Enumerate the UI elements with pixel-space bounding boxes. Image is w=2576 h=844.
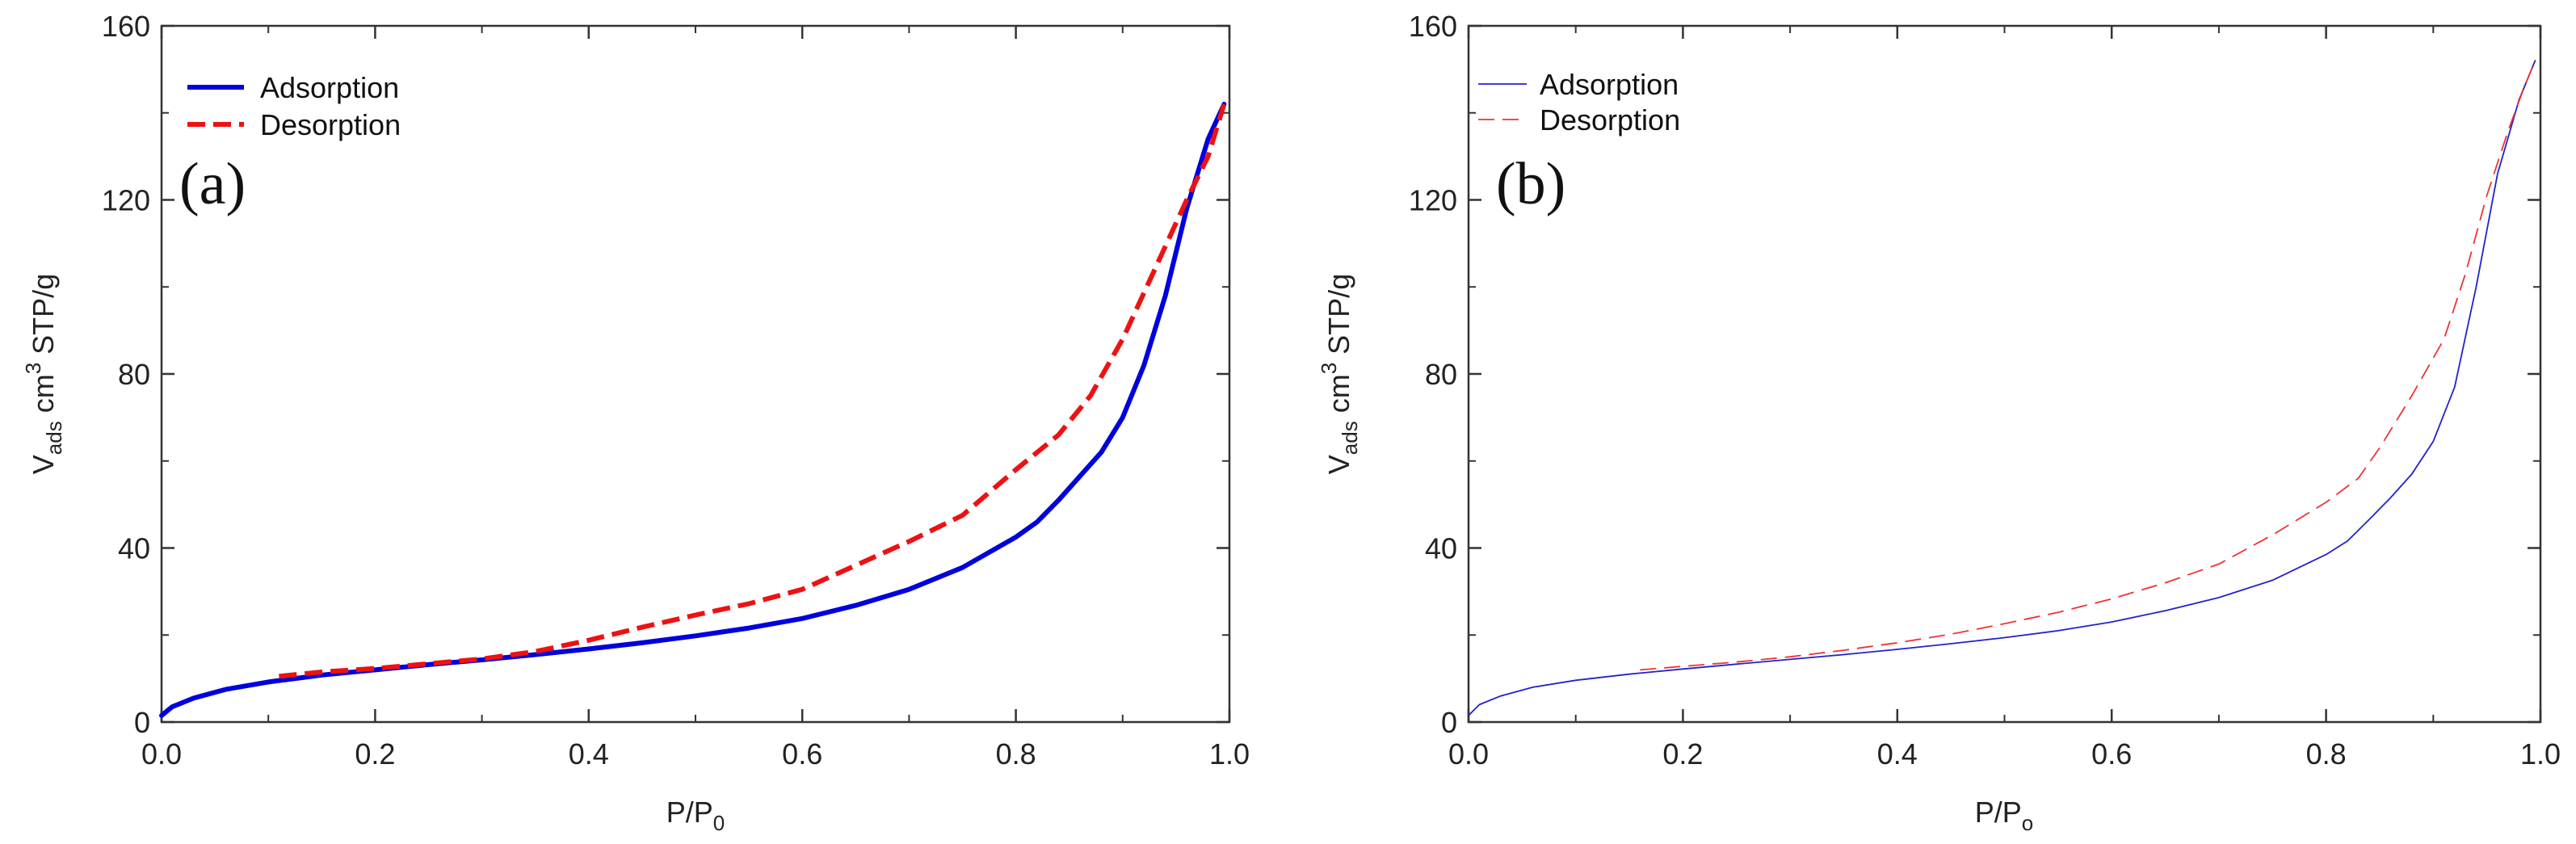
y-axis-title: Vads cm3 STP/g: [21, 274, 66, 474]
y-axis-title: Vads cm3 STP/g: [1317, 274, 1362, 474]
y-tick-label: 40: [1425, 532, 1457, 565]
panel-label: (b): [1496, 151, 1565, 217]
chart-panel-a: 0.0 0.2 0.4 0.6 0.8 1.0 0 40 80 120 160 P/P0 Vads…: [21, 10, 1250, 835]
x-tick-label: 1.0: [2520, 737, 2561, 771]
chart-panel-b: 0.0 0.2 0.4 0.6 0.8 1.0 0 40 80 120 160 P/Po Vads…: [1317, 10, 2561, 835]
series-group: [159, 102, 1227, 718]
series-line-adsorption: [159, 102, 1227, 718]
x-tick-label: 0.4: [569, 737, 609, 771]
y-tick-label: 0: [134, 706, 150, 739]
x-tick-label: 0.6: [2091, 737, 2132, 771]
x-tick-label: 1.0: [1209, 737, 1250, 771]
series-line-adsorption: [1468, 60, 2536, 716]
x-tick-labels: 0.0 0.2 0.4 0.6 0.8 1.0: [1448, 737, 2561, 771]
y-tick-label: 120: [102, 184, 150, 217]
x-axis-title: P/P0: [666, 796, 725, 835]
series-line-desorption: [1640, 60, 2536, 671]
legend: Adsorption Desorption: [1478, 68, 1680, 136]
y-tick-label: 120: [1409, 184, 1457, 217]
y-tick-label: 80: [1425, 358, 1457, 391]
legend-label-desorption: Desorption: [1540, 103, 1680, 136]
x-tick-label: 0.2: [1662, 737, 1703, 771]
x-axis-title: P/Po: [1975, 796, 2034, 835]
x-tick-label: 0.8: [2306, 737, 2347, 771]
legend-label-adsorption: Adsorption: [1540, 68, 1679, 101]
x-tick-labels: 0.0 0.2 0.4 0.6 0.8 1.0: [141, 737, 1250, 771]
y-tick-labels: 0 40 80 120 160: [1409, 10, 1457, 739]
y-tick-label: 160: [1409, 10, 1457, 43]
y-tick-label: 80: [118, 358, 150, 391]
x-tick-label: 0.8: [996, 737, 1036, 771]
y-tick-labels: 0 40 80 120 160: [102, 10, 150, 739]
axis-ticks: [160, 24, 1231, 724]
x-tick-label: 0.6: [782, 737, 822, 771]
legend-label-desorption: Desorption: [260, 108, 401, 141]
y-tick-label: 160: [102, 10, 150, 43]
series-group: [1468, 60, 2536, 716]
legend: Adsorption Desorption: [187, 71, 401, 141]
y-tick-label: 40: [118, 532, 150, 565]
x-tick-label: 0.0: [141, 737, 182, 771]
x-tick-label: 0.2: [355, 737, 395, 771]
legend-label-adsorption: Adsorption: [260, 71, 399, 104]
series-line-desorption: [279, 103, 1227, 679]
x-tick-label: 0.4: [1877, 737, 1918, 771]
y-tick-label: 0: [1441, 706, 1457, 739]
x-tick-label: 0.0: [1448, 737, 1489, 771]
panel-label: (a): [179, 151, 246, 217]
